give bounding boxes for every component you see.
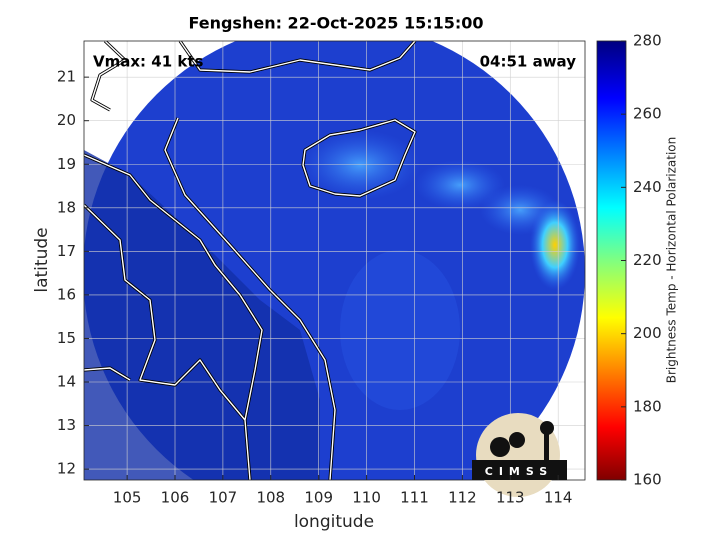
chart-title: Fengshen: 22-Oct-2025 15:15:00 bbox=[188, 14, 483, 33]
satellite-image bbox=[84, 41, 585, 480]
x-tick-label: 111 bbox=[400, 489, 429, 507]
x-tick-label: 114 bbox=[544, 489, 573, 507]
y-tick-label: 20 bbox=[57, 111, 76, 129]
colorbar-label: Brightness Temp - Horizontal Polarizatio… bbox=[665, 137, 679, 384]
x-tick-label: 109 bbox=[304, 489, 333, 507]
annotation: Vmax: 41 kts bbox=[93, 53, 203, 71]
logo-text: CIMSS bbox=[485, 465, 553, 478]
x-tick-label: 113 bbox=[496, 489, 525, 507]
x-tick-label: 110 bbox=[352, 489, 381, 507]
x-tick-label: 105 bbox=[113, 489, 142, 507]
y-tick-label: 18 bbox=[57, 198, 76, 216]
x-tick-label: 108 bbox=[256, 489, 285, 507]
y-tick-label: 16 bbox=[57, 285, 76, 303]
x-tick-label: 112 bbox=[448, 489, 477, 507]
colorbar-tick-label: 160 bbox=[633, 471, 662, 489]
y-tick-label: 17 bbox=[57, 242, 76, 260]
annotation: 04:51 away bbox=[480, 53, 577, 71]
y-tick-label: 21 bbox=[57, 68, 76, 86]
colorbar-tick-label: 200 bbox=[633, 324, 662, 342]
y-tick-label: 19 bbox=[57, 155, 76, 173]
y-tick-label: 15 bbox=[57, 329, 76, 347]
colorbar-tick-label: 220 bbox=[633, 251, 662, 269]
x-tick-label: 106 bbox=[161, 489, 190, 507]
y-tick-label: 13 bbox=[57, 416, 76, 434]
colorbar-tick-label: 280 bbox=[633, 32, 662, 50]
colorbar-tick-label: 180 bbox=[633, 397, 662, 415]
y-axis-label: latitude bbox=[32, 227, 52, 292]
axes-box bbox=[83, 40, 586, 481]
y-tick-label: 12 bbox=[57, 460, 76, 478]
colorbar-tick-label: 240 bbox=[633, 178, 662, 196]
x-axis-label: longitude bbox=[294, 512, 374, 532]
x-tick-label: 107 bbox=[209, 489, 238, 507]
colorbar-tick-label: 260 bbox=[633, 105, 662, 123]
cimss-logo: CIMSS bbox=[472, 413, 567, 497]
y-tick-label: 14 bbox=[57, 373, 76, 391]
